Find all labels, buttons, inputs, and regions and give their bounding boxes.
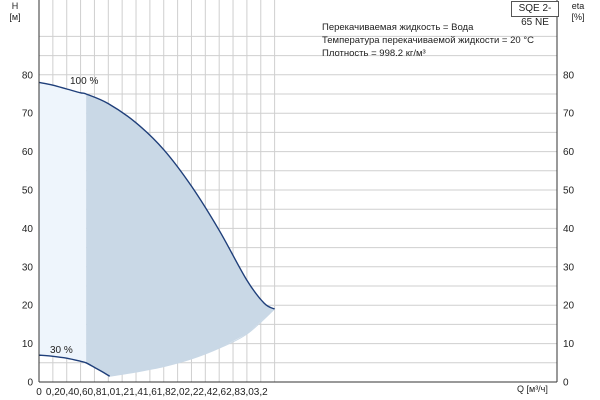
note-temperature: Температура перекачиваемой жидкости = 20… <box>322 35 534 46</box>
x-tick-label: 0,8 <box>87 387 101 398</box>
y-left-label-line1: H <box>12 1 19 11</box>
curve-label-100: 100 % <box>70 76 98 87</box>
note-density: Плотность = 998.2 кг/м³ <box>322 48 426 59</box>
x-axis-label: Q [м³/ч] <box>517 384 548 394</box>
y-right-tick-label: 80 <box>563 70 575 81</box>
x-tick-label: 3,2 <box>254 387 268 398</box>
series-line-30 <box>38 354 111 377</box>
axes <box>38 0 558 383</box>
y-left-tick-label: 50 <box>22 186 34 197</box>
x-tick-label: 1,0 <box>101 387 115 398</box>
x-tick-label: 2,0 <box>171 387 185 398</box>
note-liquid: Перекачиваемая жидкость = Вода <box>322 22 474 33</box>
y-right-tick-label: 50 <box>563 186 575 197</box>
x-tick-label: 3,0 <box>240 387 254 398</box>
y-left-tick-label: 0 <box>27 378 33 389</box>
y-right-label-line1: eta <box>572 1 585 11</box>
y-left-label-line2: [м] <box>9 12 20 22</box>
x-tick-label: 2,6 <box>212 387 226 398</box>
x-tick-label: 0,4 <box>60 387 74 398</box>
y-right-tick-label: 60 <box>563 147 575 158</box>
y-left-tick-label: 80 <box>22 70 34 81</box>
y-right-tick-label: 20 <box>563 301 575 312</box>
operating-region-dark <box>86 94 275 377</box>
y-left-tick-label: 10 <box>22 339 34 350</box>
pump-model-badge: SQE 2- 65 NE <box>511 1 559 28</box>
y-left-tick-label: 40 <box>22 224 34 235</box>
x-tick-label: 1,4 <box>129 387 143 398</box>
y-right-tick-label: 10 <box>563 339 575 350</box>
y-left-tick-label: 70 <box>22 109 34 120</box>
curve-label-30: 30 % <box>50 345 73 356</box>
x-tick-label: 2,8 <box>226 387 240 398</box>
x-tick-label: 0,6 <box>74 387 88 398</box>
x-tick-label: 1,8 <box>157 387 171 398</box>
y-right-label-line2: [%] <box>571 12 584 22</box>
x-tick-label: 1,6 <box>143 387 157 398</box>
y-left-tick-label: 60 <box>22 147 34 158</box>
x-tick-label: 2,2 <box>185 387 199 398</box>
x-tick-label: 0,2 <box>46 387 60 398</box>
lower-boundary-line <box>109 308 275 377</box>
y-right-tick-label: 70 <box>563 109 575 120</box>
x-tick-label: 2,4 <box>198 387 212 398</box>
y-right-tick-label: 30 <box>563 262 575 273</box>
y-right-tick-label: 40 <box>563 224 575 235</box>
y-left-tick-label: 20 <box>22 301 34 312</box>
x-tick-label: 1,2 <box>115 387 129 398</box>
series-line-100 <box>38 81 275 310</box>
operating-region-light <box>39 82 87 363</box>
x-tick-label: 0 <box>36 387 42 398</box>
series-lines <box>38 81 275 377</box>
y-left-tick-label: 30 <box>22 262 34 273</box>
y-right-tick-label: 0 <box>563 378 569 389</box>
